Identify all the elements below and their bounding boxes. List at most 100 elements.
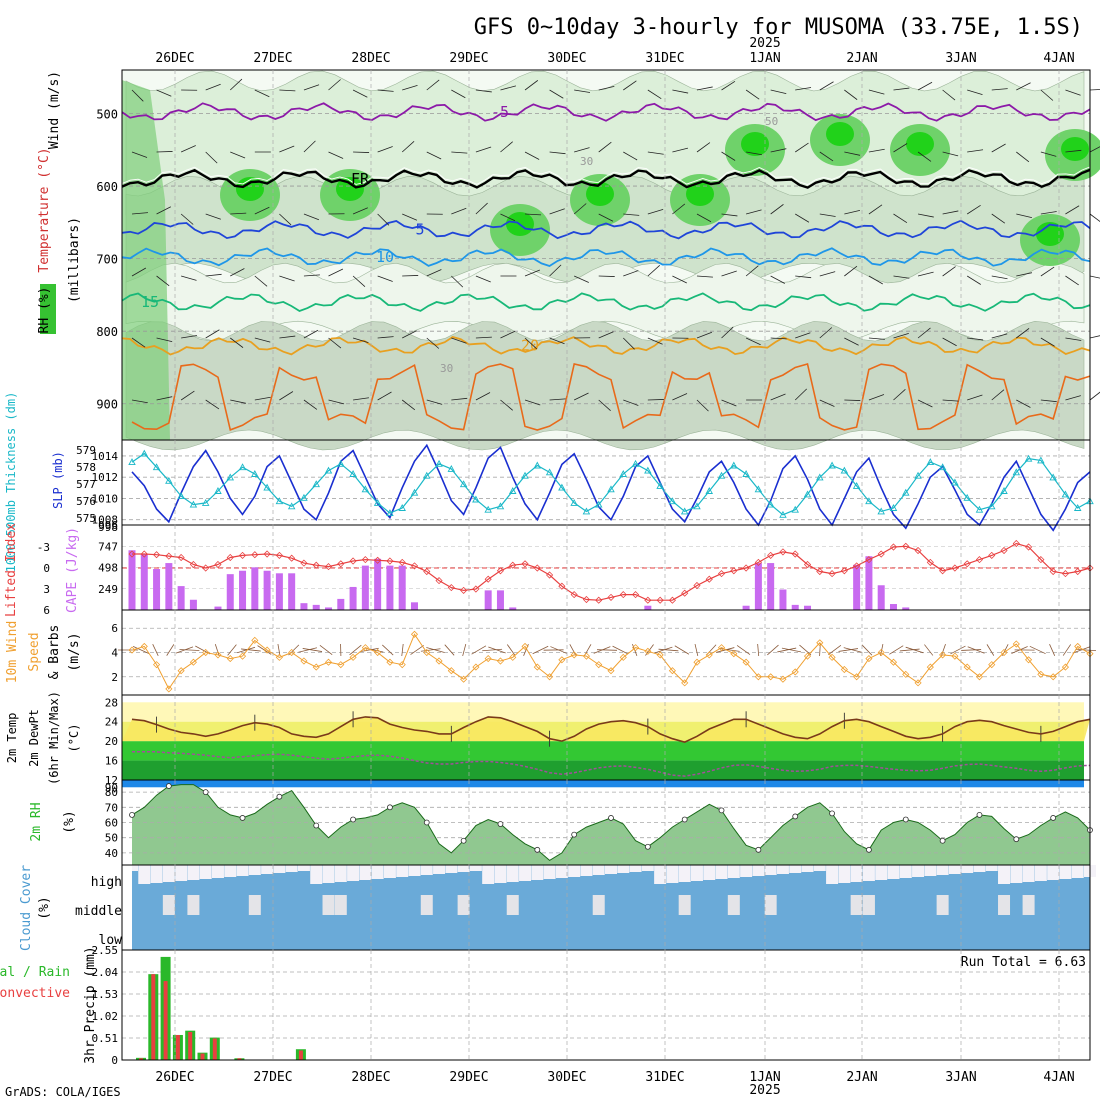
rh-moist-core <box>826 122 854 146</box>
wind-barb <box>426 269 442 277</box>
cloud-gap-high <box>347 865 360 881</box>
wind-barb <box>868 337 885 340</box>
wind-barb <box>819 271 836 277</box>
temperature-fill <box>122 716 1090 743</box>
wind-speed-point <box>889 658 898 666</box>
wind-barb <box>279 391 294 401</box>
slp-tick-label: 1012 <box>92 471 119 484</box>
cape-bar <box>325 607 333 610</box>
wind-barb <box>500 85 517 91</box>
wind-barb-10m <box>302 648 323 652</box>
precip-convective-bar <box>212 1038 217 1060</box>
date-label-top: 27DEC <box>253 51 292 66</box>
temperature-contour <box>121 247 1091 267</box>
wind-barb <box>868 89 885 95</box>
wind-barb <box>893 87 910 91</box>
cloud-level-label: high <box>91 875 122 890</box>
precip-convective-bar <box>237 1058 242 1060</box>
upper-air-plot: 500 600 700 800 900 -5 FR 5 10 15 20 50 30 30 <box>40 69 1100 451</box>
wind-barb <box>303 84 320 91</box>
thickness-tick-label: 576 <box>76 495 96 508</box>
lifted-index-point <box>853 562 861 570</box>
thickness-point <box>508 487 517 494</box>
lifted-index-point <box>460 586 468 594</box>
lifted-index-point <box>902 542 910 550</box>
wind-barb <box>451 337 467 344</box>
wind-speed-point <box>926 663 934 671</box>
cloud-left-margin <box>122 865 132 950</box>
cloud-gap-high <box>555 865 568 878</box>
thickness-point <box>828 461 836 469</box>
rh-contour-label: 30 <box>580 155 593 168</box>
ylabel-lifted-index: Lifted Index <box>4 523 19 617</box>
cloud-gap-high <box>261 865 274 874</box>
thickness-point <box>472 495 480 503</box>
cloud-cover-fill <box>132 865 1090 950</box>
wind-tick-label: 2 <box>111 671 118 684</box>
wind-barb <box>549 264 562 277</box>
rh-moist-core <box>1036 222 1064 246</box>
wind-speed-point <box>509 653 517 661</box>
thickness-point <box>840 466 849 474</box>
lifted-index-point <box>803 560 812 569</box>
rh-point <box>976 812 983 818</box>
thickness-point <box>742 470 750 477</box>
wind-barb <box>942 399 959 402</box>
thickness-point <box>631 459 640 467</box>
cloud-gap-middle <box>187 895 200 915</box>
wind-barb <box>451 151 468 154</box>
temperature-band <box>122 760 1084 780</box>
thickness-point <box>545 468 554 476</box>
wind-barb <box>401 399 416 411</box>
wind-barb <box>819 399 835 407</box>
wind-speed-point <box>275 653 283 661</box>
cloud-gap-high <box>862 865 875 881</box>
lifted-index-point <box>791 550 799 558</box>
wind-barb <box>402 84 418 91</box>
thickness-point <box>398 504 406 511</box>
lifted-index-point <box>717 570 726 578</box>
pressure-tick-label: 700 <box>96 253 118 267</box>
wind-barb <box>401 140 415 153</box>
wind-speed-point <box>460 675 468 683</box>
wind-speed-point <box>730 650 738 658</box>
precip-tick-label: 0 <box>111 1054 118 1067</box>
cloud-gap-high <box>1059 865 1072 879</box>
wind-speed-point <box>742 658 750 666</box>
ylabel-thickness: 1000-500mb Thickness (dm) <box>4 392 18 573</box>
thickness-point <box>877 507 885 515</box>
rh-moist-core <box>586 182 614 206</box>
wind-barb-10m <box>426 647 445 653</box>
lifted-index-point <box>926 558 934 566</box>
rh-tick-label: 60 <box>105 817 118 830</box>
cloud-gap-high <box>482 865 495 884</box>
slp-tick-label: 1010 <box>92 492 119 505</box>
wind-barb <box>303 399 318 410</box>
wind-barb <box>917 271 934 277</box>
lifted-index-point <box>705 575 713 583</box>
lifted-index-point <box>681 589 689 597</box>
wind-barb <box>696 331 713 339</box>
wind-barb <box>131 151 148 158</box>
wind-barb-10m <box>359 647 379 653</box>
temperature-tick-label: 90 <box>105 781 118 794</box>
cloud-gap-high <box>371 865 384 879</box>
wind-barb <box>795 213 810 223</box>
temperature-tick-label: 12 <box>105 774 118 787</box>
cape-bar <box>484 590 492 610</box>
wind-barb-10m <box>986 644 995 656</box>
wind-barb <box>1040 266 1055 277</box>
lifted-index-point <box>447 584 455 592</box>
wind-barb <box>426 337 440 349</box>
wind-barb <box>696 86 713 91</box>
thickness-point <box>1000 487 1008 494</box>
thickness-point <box>1012 468 1021 476</box>
wind-barb <box>1089 335 1100 339</box>
wind-barb <box>794 388 808 401</box>
wind-barb-10m <box>612 645 629 655</box>
wind-barb <box>131 337 146 348</box>
wind-barb <box>917 81 933 91</box>
wind-barb <box>230 268 245 277</box>
wind-speed-point <box>1074 642 1082 650</box>
cloud-gap-high <box>175 865 188 881</box>
